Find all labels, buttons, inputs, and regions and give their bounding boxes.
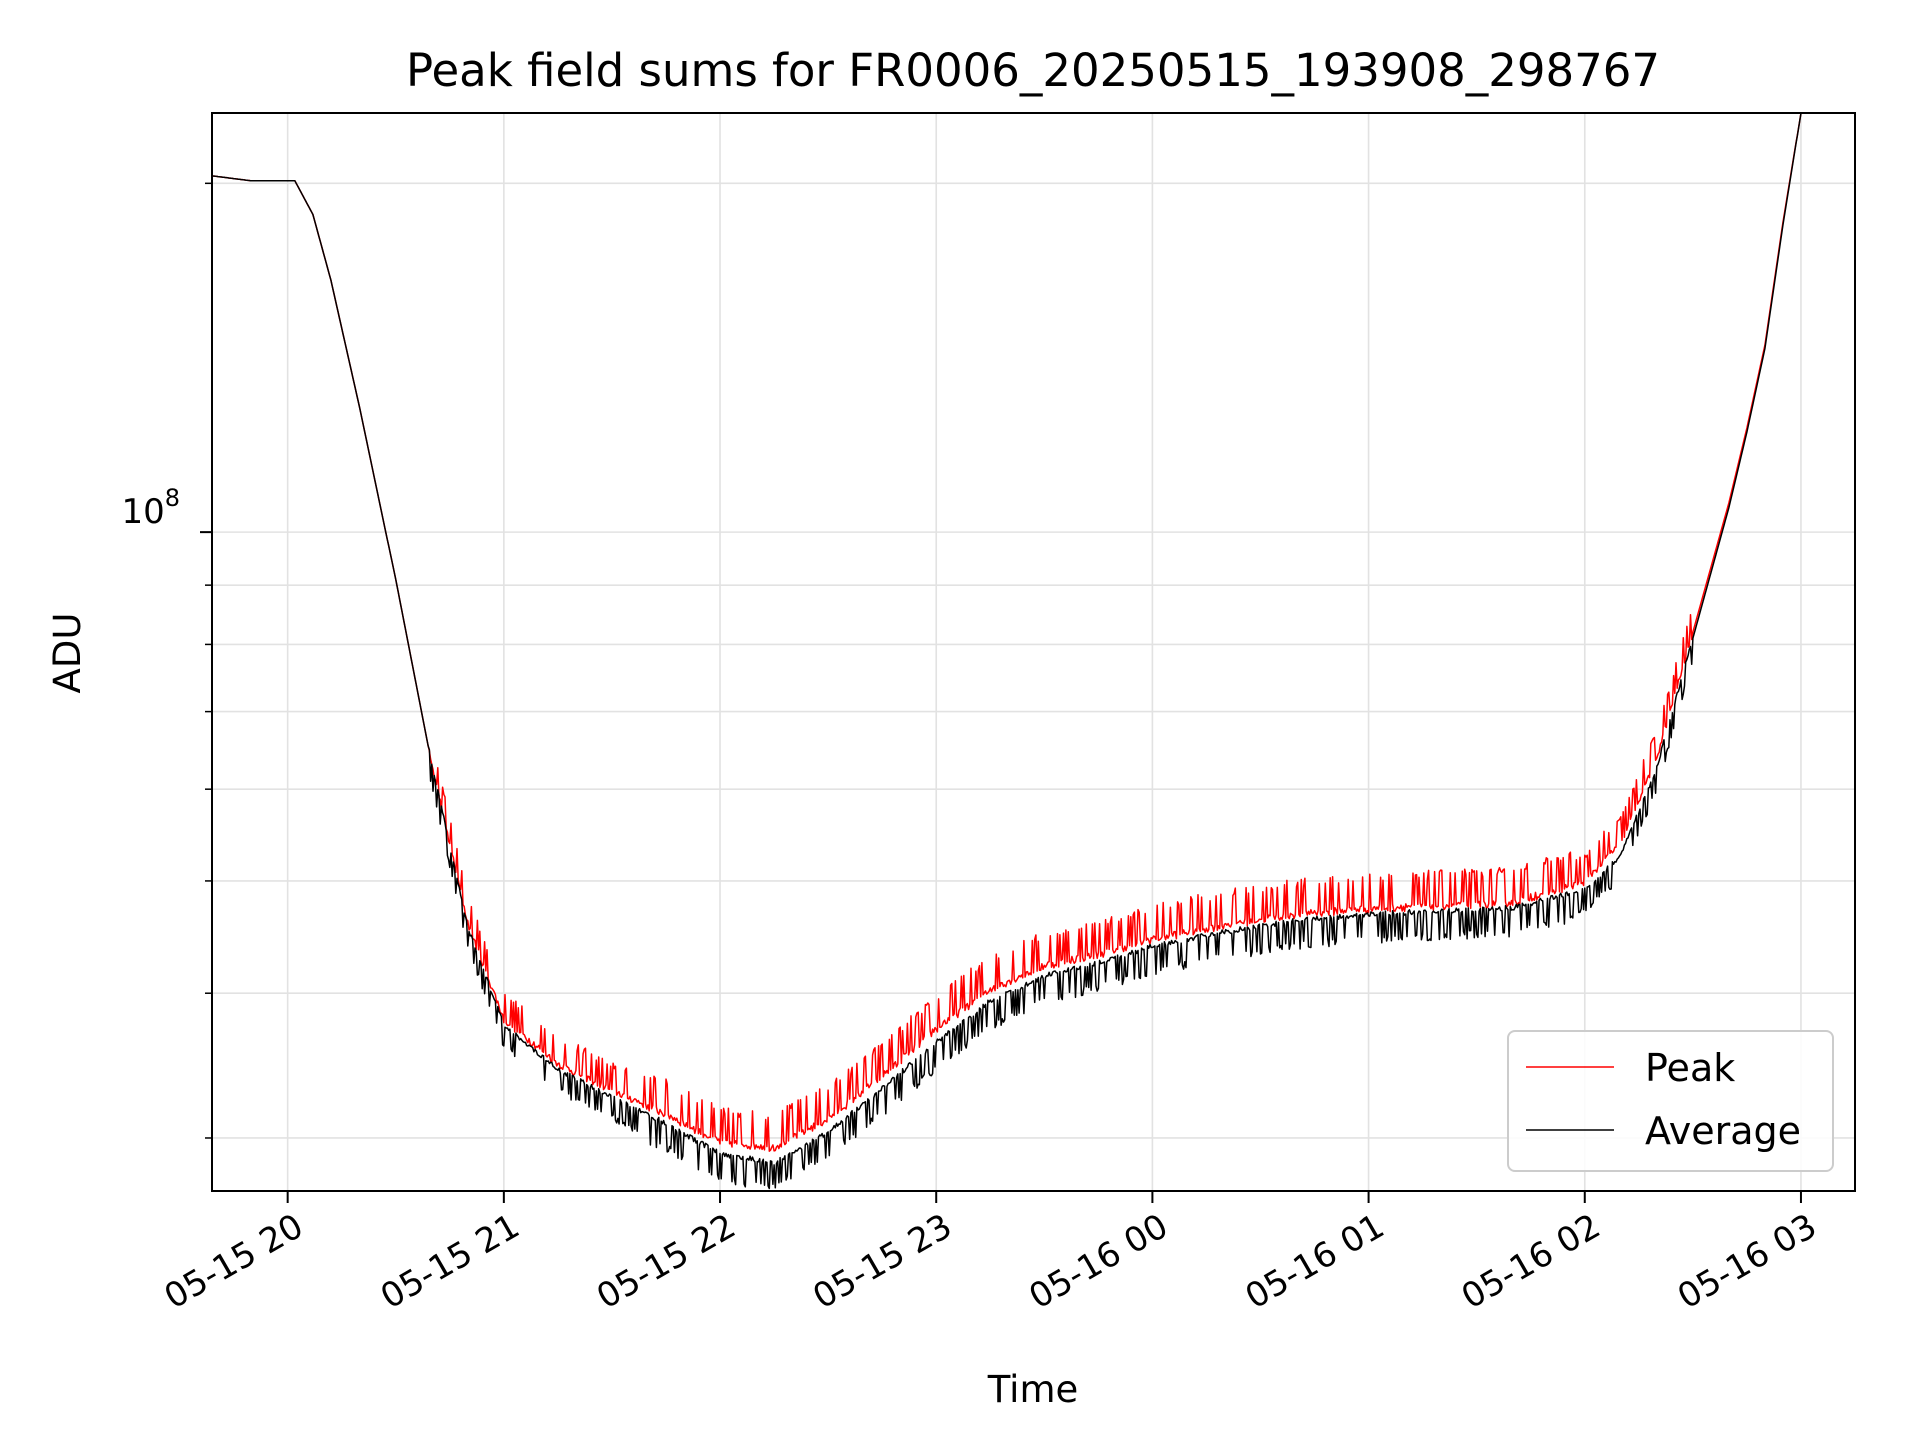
y-tick-base: 10 [121,492,164,532]
x-axis-label: Time [987,1368,1079,1411]
legend-label-peak: Peak [1645,1046,1735,1090]
y-tick-label-major: 108 [121,484,180,532]
y-axis: 108 [121,182,212,1139]
legend-box [1507,1030,1834,1172]
series-line-peak [212,113,1855,1152]
legend: Peak Average [1507,1030,1834,1172]
plot-frame [211,112,1856,1192]
series-line-average [212,113,1855,1190]
y-tick-exponent: 8 [165,484,180,512]
chart-title: Peak field sums for FR0006_20250515_1939… [406,44,1660,97]
legend-label-average: Average [1645,1109,1801,1153]
series-group [212,113,1855,1190]
y-axis-label: ADU [46,613,89,694]
